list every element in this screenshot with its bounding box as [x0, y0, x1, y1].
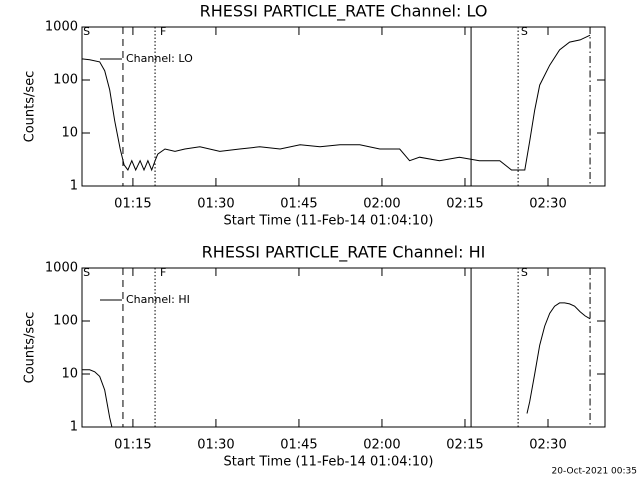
event-label: S: [521, 266, 528, 279]
x-tick-label: 02:15: [446, 438, 483, 453]
chart-title: RHESSI PARTICLE_RATE Channel: HI: [202, 243, 486, 263]
x-tick-label: 01:30: [197, 197, 234, 212]
x-axis-label: Start Time (11-Feb-14 01:04:10): [224, 214, 434, 229]
y-tick-label: 1000: [45, 20, 78, 35]
event-label: S: [83, 25, 90, 38]
y-tick-label: 1: [70, 179, 78, 194]
x-tick-label: 01:15: [114, 197, 151, 212]
x-axis-label: Start Time (11-Feb-14 01:04:10): [224, 455, 434, 470]
y-tick-label: 1000: [45, 261, 78, 276]
x-tick-label: 01:15: [114, 438, 151, 453]
x-tick-label: 02:30: [529, 197, 566, 212]
x-tick-label: 01:45: [280, 438, 317, 453]
y-tick-label: 10: [61, 367, 78, 382]
y-axis-label: Counts/sec: [23, 71, 38, 143]
y-tick-label: 100: [53, 73, 78, 88]
event-label: F: [160, 266, 166, 279]
plot-frame: [81, 267, 606, 428]
event-label: F: [160, 25, 166, 38]
y-tick-label: 1: [70, 420, 78, 435]
x-tick-label: 02:15: [446, 197, 483, 212]
event-label: S: [83, 266, 90, 279]
y-tick-label: 10: [61, 126, 78, 141]
y-axis-label: Counts/sec: [23, 312, 38, 384]
x-tick-label: 02:00: [363, 438, 400, 453]
plot-frame: [81, 26, 606, 187]
x-tick-label: 01:45: [280, 197, 317, 212]
x-tick-label: 02:30: [529, 438, 566, 453]
legend-label: Channel: LO: [126, 52, 193, 65]
data-line: [82, 302, 591, 427]
event-label: S: [521, 25, 528, 38]
x-tick-label: 02:00: [363, 197, 400, 212]
chart-title: RHESSI PARTICLE_RATE Channel: LO: [200, 2, 488, 22]
footer: 20-Oct-2021 00:35: [552, 467, 637, 477]
y-tick-label: 100: [53, 314, 78, 329]
legend-label: Channel: HI: [126, 293, 190, 306]
data-line: [82, 34, 591, 172]
x-tick-label: 01:30: [197, 438, 234, 453]
